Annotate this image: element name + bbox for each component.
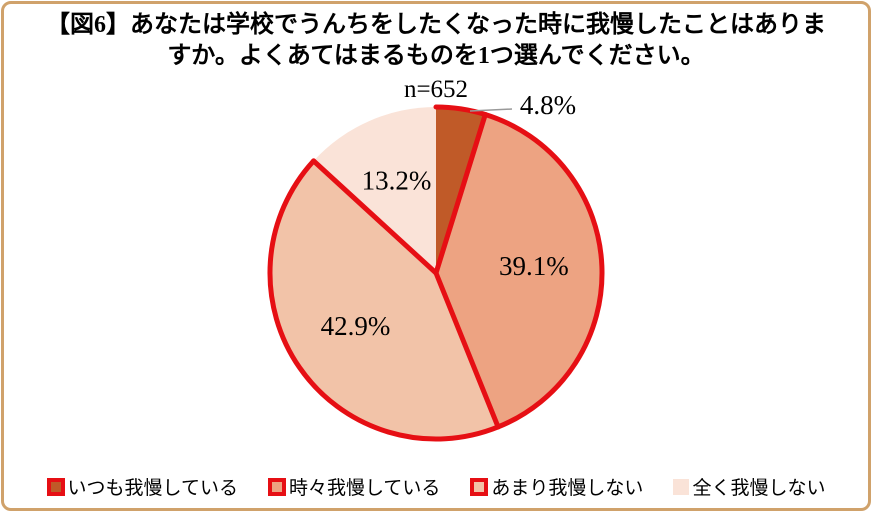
pie-chart-svg: 4.8% 39.1% 42.9% 13.2% [267, 90, 605, 442]
legend-swatch [267, 477, 286, 496]
legend-swatch [46, 477, 65, 496]
slice-percent-label: 42.9% [321, 311, 391, 341]
legend-label: 時々我慢している [288, 478, 441, 499]
pie-chart: 4.8% 39.1% 42.9% 13.2% [236, 73, 636, 473]
legend-item: 時々我慢している [267, 473, 441, 500]
pie-divider-line [311, 158, 439, 276]
legend-item: 全く我慢しない [673, 473, 825, 500]
sample-size-label: n=652 [403, 76, 469, 103]
pie-slice-arc-border [482, 111, 605, 430]
legend-item: いつも我慢している [46, 473, 238, 500]
legend-item: あまり我慢しない [470, 473, 643, 500]
pie-slice [269, 160, 499, 440]
legend-swatch [470, 477, 489, 496]
chart-title-line-2: すか。よくあてはまるものを1つ選んでください。 [167, 43, 705, 69]
pie-divider-line [433, 111, 488, 276]
legend-label: いつも我慢している [67, 478, 238, 499]
legend-label: あまり我慢しない [491, 478, 644, 499]
slice-percent-label: 13.2% [362, 166, 432, 196]
pie-divider-line [433, 270, 501, 430]
pie-slice [436, 114, 603, 427]
slice-percent-label: 4.8% [520, 90, 576, 120]
slice-percent-label: 39.1% [499, 251, 569, 281]
legend: いつも我慢している 時々我慢している あまり我慢しない 全く我慢しない [0, 473, 872, 500]
leader-line [469, 108, 513, 112]
legend-swatch [673, 478, 690, 495]
pie-slice-arc-border [267, 158, 501, 442]
pie-slice [313, 107, 436, 273]
chart-title-line-1: 【図6】あなたは学校でうんちをしたくなった時に我慢したことはありま [46, 12, 826, 38]
legend-label: 全く我慢しない [692, 478, 826, 499]
